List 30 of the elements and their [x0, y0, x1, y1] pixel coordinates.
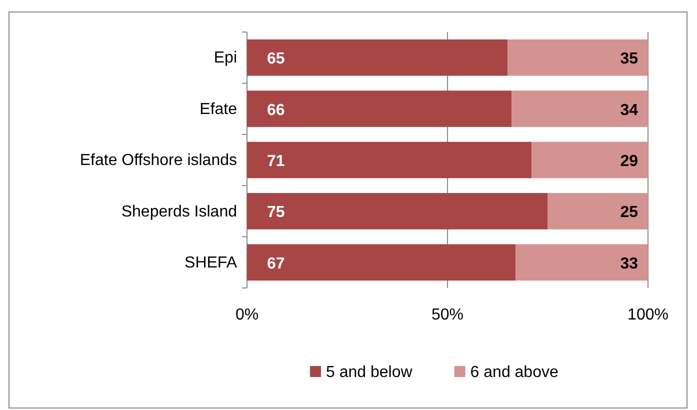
bar: [247, 90, 512, 127]
legend-label: 5 and below: [326, 364, 413, 381]
bar: [548, 193, 648, 230]
data-label: 67: [267, 255, 285, 272]
x-tick-label: 100%: [628, 306, 668, 324]
x-tick-label: 0%: [235, 306, 259, 324]
bar: [516, 244, 648, 281]
data-label: 66: [267, 102, 285, 119]
data-label: 25: [620, 204, 638, 222]
data-label: 71: [267, 153, 285, 170]
bar: [508, 39, 648, 76]
y-tick-label: Epi: [214, 50, 237, 67]
y-tick-label: Sheperds Island: [121, 203, 237, 220]
bar: [247, 193, 548, 230]
data-label: 35: [620, 50, 638, 68]
y-tick-label: Efate Offshore islands: [80, 152, 237, 170]
y-tick-label: SHEFA: [184, 254, 238, 272]
bar: [247, 39, 508, 76]
data-label: 29: [620, 153, 638, 170]
bar: [532, 142, 648, 178]
x-tick-label: 50%: [431, 306, 464, 324]
data-label: 34: [620, 102, 638, 119]
data-label: 65: [267, 50, 285, 68]
data-label: 75: [267, 204, 285, 222]
bar: [247, 244, 516, 281]
legend-label: 6 and above: [470, 364, 558, 381]
y-tick-label: Efate: [200, 100, 238, 118]
data-label: 33: [620, 255, 638, 272]
bar: [512, 90, 648, 127]
bar: [247, 142, 532, 178]
